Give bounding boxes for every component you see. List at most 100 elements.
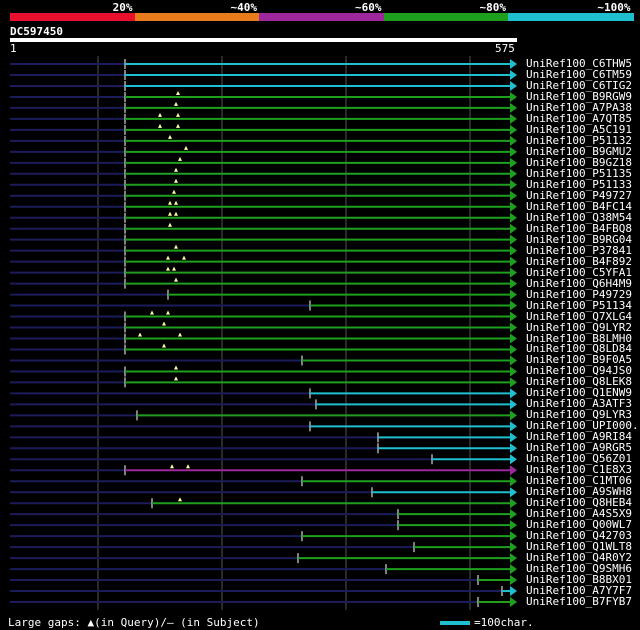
arrow-head-icon bbox=[510, 80, 517, 91]
legend-swatch bbox=[259, 13, 385, 21]
hit-label[interactable]: UniRef100_B9RGW9 bbox=[526, 89, 632, 103]
query-gap-icon bbox=[174, 167, 178, 172]
hit-label[interactable]: UniRef100_Q42703 bbox=[526, 529, 632, 543]
hit-label[interactable]: UniRef100_B9RG04 bbox=[526, 232, 632, 246]
hit-label[interactable]: UniRef100_Q1ENW9 bbox=[526, 386, 632, 400]
query-gap-icon bbox=[166, 255, 170, 260]
hit-label[interactable]: UniRef100_B8LMH0 bbox=[526, 331, 632, 345]
query-gap-icon bbox=[186, 464, 190, 469]
hit-label[interactable]: UniRef100_Q1WLT8 bbox=[526, 540, 632, 554]
hit-label[interactable]: UniRef100_A4S5X9 bbox=[526, 507, 632, 521]
hit-label[interactable]: UniRef100_B4FC14 bbox=[526, 199, 632, 213]
arrow-head-icon bbox=[510, 311, 517, 322]
hit-label[interactable]: UniRef100_Q7XLG4 bbox=[526, 309, 632, 323]
identity-color-legend: 20% ~40% ~60% ~80% ~100% bbox=[0, 0, 640, 22]
hit-label[interactable]: UniRef100_A7QT85 bbox=[526, 111, 632, 125]
legend-swatch bbox=[508, 13, 634, 21]
hit-label[interactable]: UniRef100_Q38M54 bbox=[526, 210, 632, 224]
hit-label[interactable]: UniRef100_B9F0A5 bbox=[526, 353, 632, 367]
arrow-head-icon bbox=[510, 575, 517, 586]
legend-swatch bbox=[383, 13, 509, 21]
scale-legend: =100char. bbox=[440, 616, 534, 629]
query-gap-icon bbox=[172, 266, 176, 271]
arrow-head-icon bbox=[510, 256, 517, 267]
query-gap-icon bbox=[138, 332, 142, 337]
hit-label[interactable]: UniRef100_Q8LEK8 bbox=[526, 375, 632, 389]
arrow-head-icon bbox=[510, 476, 517, 487]
hit-label[interactable]: UniRef100_C5YFA1 bbox=[526, 265, 632, 279]
hit-label[interactable]: UniRef100_A9RI84 bbox=[526, 430, 632, 444]
scale-legend-label: =100char. bbox=[474, 616, 534, 629]
hit-label[interactable]: UniRef100_Q8HEB4 bbox=[526, 496, 632, 510]
arrow-head-icon bbox=[510, 322, 517, 333]
query-gap-icon bbox=[168, 200, 172, 205]
query-end-label: 575 bbox=[495, 42, 515, 55]
hit-label[interactable]: UniRef100_P51134 bbox=[526, 298, 632, 312]
arrow-head-icon bbox=[510, 333, 517, 344]
arrow-head-icon bbox=[510, 223, 517, 234]
hit-label[interactable]: UniRef100_P51132 bbox=[526, 133, 632, 147]
arrow-head-icon bbox=[510, 300, 517, 311]
query-gap-icon bbox=[174, 211, 178, 216]
query-gap-icon bbox=[168, 211, 172, 216]
hit-label[interactable]: UniRef100_P49727 bbox=[526, 188, 632, 202]
query-gap-icon bbox=[170, 464, 174, 469]
hit-label[interactable]: UniRef100_Q9SMH6 bbox=[526, 562, 632, 576]
legend-label: 20% bbox=[112, 1, 133, 14]
hit-label[interactable]: UniRef100_B8BX01 bbox=[526, 573, 632, 587]
hit-label[interactable]: UniRef100_C1E8X3 bbox=[526, 463, 632, 477]
hit-label[interactable]: UniRef100_Q9LYR2 bbox=[526, 320, 632, 334]
hit-label[interactable]: UniRef100_Q4R0Y2 bbox=[526, 551, 632, 565]
hit-label[interactable]: UniRef100_A5C191 bbox=[526, 122, 632, 136]
hit-label[interactable]: UniRef100_A3ATF3 bbox=[526, 397, 632, 411]
hit-label[interactable]: UniRef100_C6TIG2 bbox=[526, 78, 632, 92]
legend-label: ~100% bbox=[597, 1, 631, 14]
hit-label[interactable]: UniRef100_B4FBQ8 bbox=[526, 221, 632, 235]
hit-label[interactable]: UniRef100_C1MT06 bbox=[526, 474, 632, 488]
hit-label[interactable]: UniRef100_P51133 bbox=[526, 177, 632, 191]
arrow-head-icon bbox=[510, 487, 517, 498]
hit-label[interactable]: UniRef100_Q56Z01 bbox=[526, 452, 632, 466]
hit-label[interactable]: UniRef100_Q94JS0 bbox=[526, 364, 632, 378]
hit-label[interactable]: UniRef100_P37841 bbox=[526, 243, 632, 257]
hit-label[interactable]: UniRef100_P49729 bbox=[526, 287, 632, 301]
query-start-label: 1 bbox=[10, 42, 17, 55]
gap-legend: Large gaps: ▲(in Query)/– (in Subject) bbox=[8, 616, 260, 629]
arrow-head-icon bbox=[510, 542, 517, 553]
hit-label[interactable]: UniRef100_A9SWH8 bbox=[526, 485, 632, 499]
hit-label[interactable]: UniRef100_B4F892 bbox=[526, 254, 632, 268]
hit-label[interactable]: UniRef100_B7FYB7 bbox=[526, 595, 632, 609]
hit-label[interactable]: UniRef100_P51135 bbox=[526, 166, 632, 180]
hit-label[interactable]: UniRef100_B9GZ18 bbox=[526, 155, 632, 169]
arrow-head-icon bbox=[510, 586, 517, 597]
hit-label[interactable]: UniRef100_Q00WL7 bbox=[526, 518, 632, 532]
legend-swatch bbox=[10, 13, 136, 21]
hit-label[interactable]: UniRef100_UPI000.. bbox=[526, 419, 640, 433]
query-id: DC597450 bbox=[10, 25, 63, 38]
query-scale-bar bbox=[10, 38, 517, 42]
hit-label[interactable]: UniRef100_Q9LYR3 bbox=[526, 408, 632, 422]
query-gap-icon bbox=[176, 123, 180, 128]
hit-label[interactable]: UniRef100_Q6H4M9 bbox=[526, 276, 632, 290]
arrow-head-icon bbox=[510, 443, 517, 454]
arrow-head-icon bbox=[510, 377, 517, 388]
hit-label[interactable]: UniRef100_C6THW5 bbox=[526, 57, 632, 70]
arrow-head-icon bbox=[510, 267, 517, 278]
hit-label[interactable]: UniRef100_Q8LD84 bbox=[526, 342, 632, 356]
hit-label[interactable]: UniRef100_B9GMU2 bbox=[526, 144, 632, 158]
legend-label: ~40% bbox=[230, 1, 258, 14]
arrow-head-icon bbox=[510, 498, 517, 509]
hit-label[interactable]: UniRef100_A9RGR5 bbox=[526, 441, 632, 455]
hit-label[interactable]: UniRef100_C6TM59 bbox=[526, 67, 632, 81]
arrow-head-icon bbox=[510, 520, 517, 531]
query-gap-icon bbox=[174, 178, 178, 183]
query-gap-icon bbox=[174, 365, 178, 370]
query-gap-icon bbox=[176, 90, 180, 95]
hit-label[interactable]: UniRef100_A7Y7F7 bbox=[526, 584, 632, 598]
arrow-head-icon bbox=[510, 113, 517, 124]
hit-label[interactable]: UniRef100_A7PA38 bbox=[526, 100, 632, 114]
query-gap-icon bbox=[150, 310, 154, 315]
arrow-head-icon bbox=[510, 59, 517, 69]
arrow-head-icon bbox=[510, 124, 517, 135]
